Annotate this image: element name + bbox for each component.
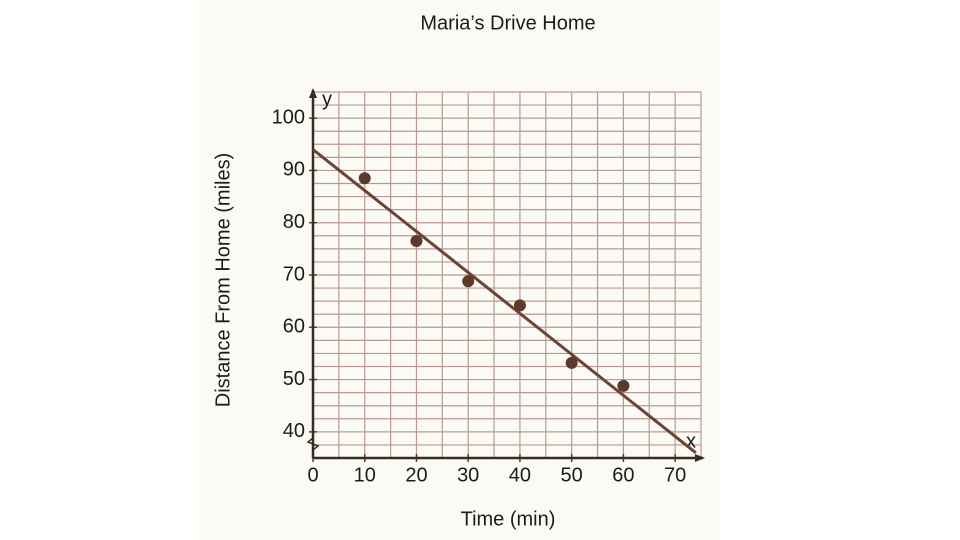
x-tick-label: 10: [354, 464, 376, 486]
y-tick-label: 100: [272, 106, 305, 128]
y-tick-label: 70: [283, 263, 305, 285]
y-tick-label: 50: [283, 368, 305, 390]
y-tick-label: 90: [283, 159, 305, 181]
x-tick-label: 0: [307, 464, 318, 486]
x-tick-label: 20: [405, 464, 427, 486]
x-tick-label: 70: [664, 464, 686, 486]
x-axis-symbol: x: [686, 430, 696, 452]
chart-title: Maria’s Drive Home: [420, 12, 595, 34]
y-axis-symbol: y: [322, 88, 332, 110]
x-tick-label: 50: [561, 464, 583, 486]
y-tick-label: 60: [283, 316, 305, 338]
y-tick-label: 40: [283, 420, 305, 442]
x-axis-arrow: [695, 454, 705, 462]
x-tick-label: 60: [612, 464, 634, 486]
trend-line: [312, 148, 697, 454]
data-point: [358, 172, 371, 185]
data-point: [565, 356, 578, 369]
axis-break: [306, 437, 320, 451]
chart-background: [200, 0, 720, 540]
y-axis-label: Distance From Home (miles): [212, 153, 234, 407]
x-axis-label: Time (min): [461, 508, 556, 530]
data-point: [617, 379, 630, 392]
x-tick-label: 30: [457, 464, 479, 486]
y-tick-label: 80: [283, 211, 305, 233]
data-point: [410, 235, 423, 248]
x-tick-label: 40: [509, 464, 531, 486]
data-point: [462, 275, 475, 288]
y-axis-arrow: [309, 88, 317, 98]
data-point: [513, 299, 526, 312]
